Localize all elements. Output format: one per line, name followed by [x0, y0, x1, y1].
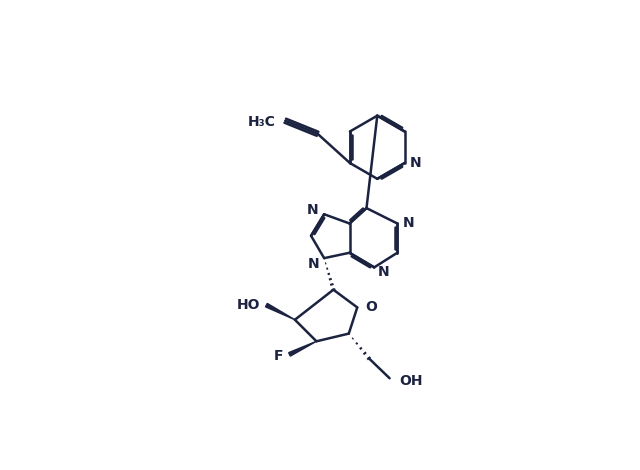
Polygon shape [289, 341, 316, 356]
Polygon shape [266, 304, 295, 320]
Text: N: N [307, 203, 318, 217]
Text: OH: OH [399, 374, 422, 388]
Text: N: N [308, 257, 319, 271]
Text: N: N [378, 265, 390, 279]
Text: N: N [403, 217, 414, 230]
Text: F: F [274, 349, 284, 363]
Text: HO: HO [237, 298, 260, 312]
Text: H₃C: H₃C [248, 115, 276, 129]
Text: N: N [410, 156, 422, 170]
Text: O: O [365, 300, 377, 314]
